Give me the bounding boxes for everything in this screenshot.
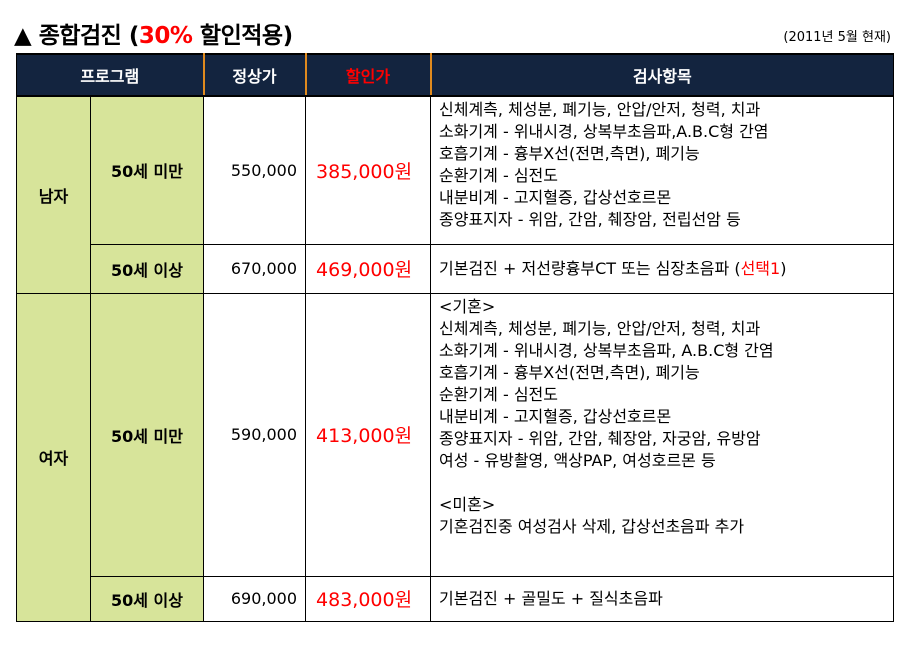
header-row: 프로그램 정상가 할인가 검사항목 bbox=[15, 53, 894, 97]
header-discount-price: 할인가 bbox=[305, 53, 432, 97]
header-regular-price: 정상가 bbox=[203, 53, 307, 97]
header-items: 검사항목 bbox=[430, 53, 894, 97]
gender-male: 남자 bbox=[16, 95, 91, 294]
items-close: ) bbox=[780, 258, 787, 278]
exam-item-line: 소화기계 - 위내시경, 상복부초음파,A.B.C형 간염 bbox=[439, 122, 769, 141]
header-program: 프로그램 bbox=[15, 53, 205, 97]
price-table: 프로그램 정상가 할인가 검사항목 남자 50세 미만 550,000 385,… bbox=[15, 53, 894, 622]
regular-price: 550,000 bbox=[203, 95, 307, 245]
exam-item-line: 신체계측, 체성분, 폐기능, 안압/안저, 청력, 치과 bbox=[439, 100, 761, 119]
regular-price: 590,000 bbox=[203, 292, 307, 577]
items-text: 기본검진 + 저선량흉부CT 또는 심장초음파 ( bbox=[439, 258, 741, 278]
exam-item-line: 종양표지자 - 위암, 간암, 췌장암, 자궁암, 유방암 bbox=[439, 428, 761, 448]
discount-price: 483,000원 bbox=[305, 575, 432, 622]
exam-item-line: 여성 - 유방촬영, 액상PAP, 여성호르몬 등 bbox=[439, 450, 716, 470]
exam-item-line: 호흡기계 - 흉부X선(전면,측면), 폐기능 bbox=[439, 362, 700, 382]
page-title: ▲ 종합검진 (30% 할인적용) bbox=[14, 16, 293, 50]
table-row: 50세 이상 670,000 469,000원 기본검진 + 저선량흉부CT 또… bbox=[17, 243, 894, 294]
discount-price: 385,000원 bbox=[305, 95, 432, 245]
discount-price: 469,000원 bbox=[305, 243, 432, 294]
discount-price: 413,000원 bbox=[305, 292, 432, 577]
exam-item-line: 순환기계 - 심전도 bbox=[439, 166, 559, 185]
exam-item-line: 종양표지자 - 위암, 간암, 췌장암, 전립선암 등 bbox=[439, 210, 741, 229]
exam-item-line: <기혼> bbox=[439, 296, 496, 316]
discount-rate: 30% bbox=[138, 23, 193, 49]
age-group: 50세 이상 bbox=[89, 575, 205, 622]
items-highlight: 선택1 bbox=[740, 258, 781, 278]
exam-items: <기혼> 신체계측, 체성분, 폐기능, 안압/안저, 청력, 치과 소화기계 - … bbox=[430, 292, 894, 577]
table-row: 여자 50세 미만 590,000 413,000원 <기혼> 신체계측, 체성분… bbox=[16, 292, 894, 622]
date-note: (2011년 5월 현재) bbox=[783, 30, 891, 45]
exam-item-line bbox=[439, 472, 885, 494]
exam-items: 기본검진 + 저선량흉부CT 또는 심장초음파 (선택1) bbox=[430, 243, 894, 294]
exam-items: 기본검진 + 골밀도 + 질식초음파 bbox=[430, 575, 894, 622]
exam-item-line: 내분비계 - 고지혈증, 갑상선호르몬 bbox=[439, 188, 672, 207]
title-prefix: ▲ 종합검진 ( bbox=[14, 23, 139, 49]
exam-item-line: 기혼검진중 여성검사 삭제, 갑상선초음파 추가 bbox=[439, 516, 745, 536]
regular-price: 690,000 bbox=[203, 575, 307, 622]
title-suffix: 할인적용) bbox=[192, 23, 293, 49]
table-row: 50세 이상 690,000 483,000원 기본검진 + 골밀도 + 질식초… bbox=[17, 575, 894, 622]
exam-item-line: 호흡기계 - 흉부X선(전면,측면), 폐기능 bbox=[439, 144, 700, 163]
exam-item-line: 소화기계 - 위내시경, 상복부초음파, A.B.C형 간염 bbox=[439, 340, 774, 360]
exam-item-line: 신체계측, 체성분, 폐기능, 안압/안저, 청력, 치과 bbox=[439, 318, 761, 338]
age-group: 50세 미만 bbox=[89, 95, 205, 245]
exam-item-line: 순환기계 - 심전도 bbox=[439, 384, 559, 404]
exam-item-line: <미혼> bbox=[439, 494, 496, 514]
gender-female: 여자 bbox=[16, 292, 91, 622]
exam-item-line: 내분비계 - 고지혈증, 갑상선호르몬 bbox=[439, 406, 672, 426]
age-group: 50세 미만 bbox=[89, 292, 205, 577]
regular-price: 670,000 bbox=[203, 243, 307, 294]
table-row: 남자 50세 미만 550,000 385,000원 신체계측, 체성분, 폐기… bbox=[16, 95, 894, 294]
age-group: 50세 이상 bbox=[89, 243, 205, 294]
